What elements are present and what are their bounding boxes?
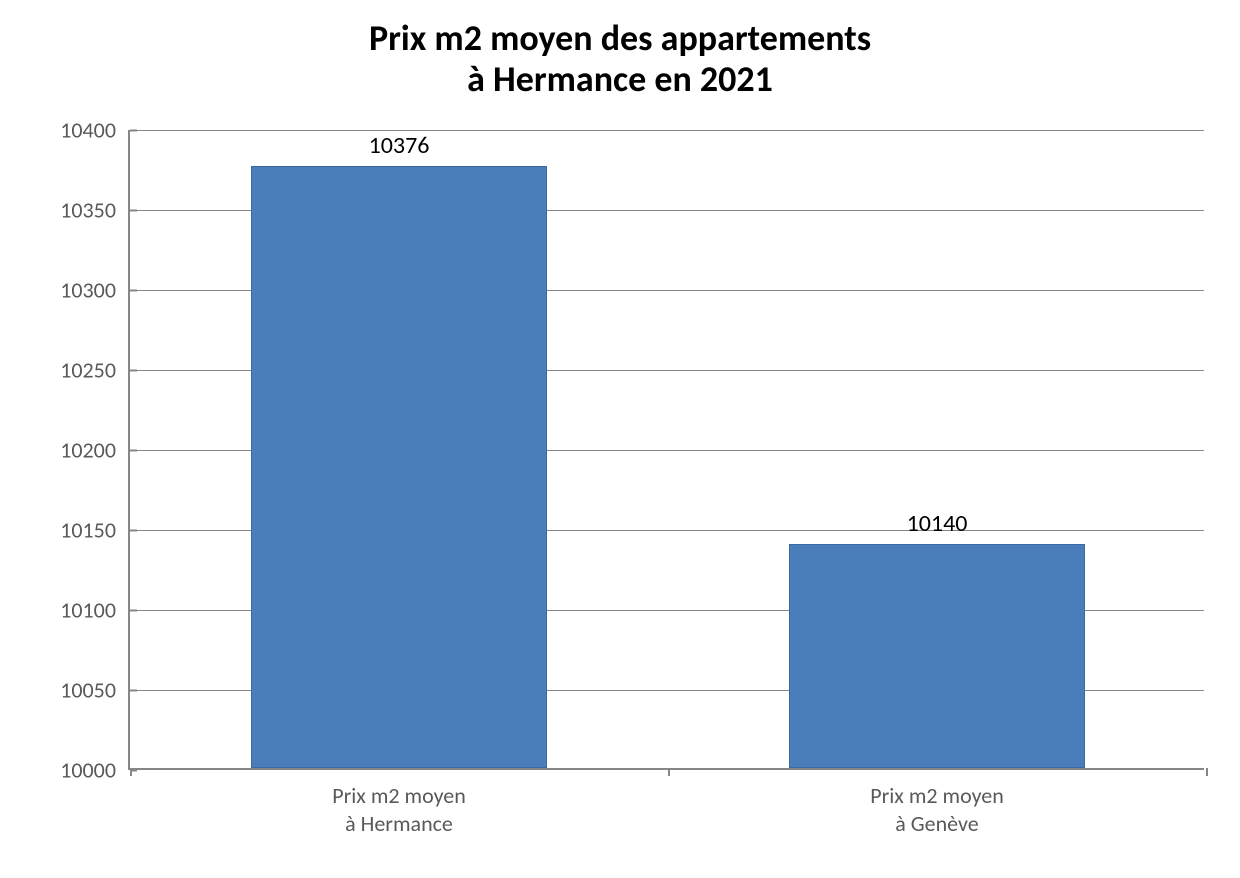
bar-value-label: 10376: [369, 131, 430, 166]
y-tick-label: 10050: [60, 677, 130, 704]
y-tick-mark: [130, 529, 137, 531]
plot-area: 1000010050101001015010200102501030010350…: [128, 130, 1204, 770]
y-tick-mark: [130, 609, 137, 611]
x-axis-label: Prix m2 moyen à Hermance: [332, 768, 466, 837]
x-tick-mark: [668, 768, 670, 776]
x-axis-label: Prix m2 moyen à Genève: [870, 768, 1004, 837]
y-tick-mark: [130, 289, 137, 291]
y-tick-label: 10400: [60, 117, 130, 144]
y-tick-mark: [130, 209, 137, 211]
y-tick-label: 10100: [60, 597, 130, 624]
bar-rect: [251, 166, 547, 768]
gridline: [130, 130, 1204, 131]
chart-container: Prix m2 moyen des appartements à Hermanc…: [0, 0, 1240, 878]
y-tick-label: 10250: [60, 357, 130, 384]
chart-title-line2: à Hermance en 2021: [0, 59, 1240, 100]
x-tick-mark: [1206, 768, 1208, 776]
y-tick-label: 10150: [60, 517, 130, 544]
y-tick-mark: [130, 129, 137, 131]
y-tick-label: 10350: [60, 197, 130, 224]
y-tick-mark: [130, 369, 137, 371]
bar: 10376: [251, 166, 547, 768]
bar: 10140: [789, 544, 1085, 768]
chart-title: Prix m2 moyen des appartements à Hermanc…: [0, 0, 1240, 101]
bar-rect: [789, 544, 1085, 768]
bar-value-label: 10140: [907, 509, 968, 544]
y-tick-mark: [130, 449, 137, 451]
chart-title-line1: Prix m2 moyen des appartements: [0, 18, 1240, 59]
x-tick-mark: [130, 768, 132, 776]
y-tick-label: 10200: [60, 437, 130, 464]
y-tick-mark: [130, 689, 137, 691]
y-tick-label: 10000: [60, 757, 130, 784]
y-tick-label: 10300: [60, 277, 130, 304]
